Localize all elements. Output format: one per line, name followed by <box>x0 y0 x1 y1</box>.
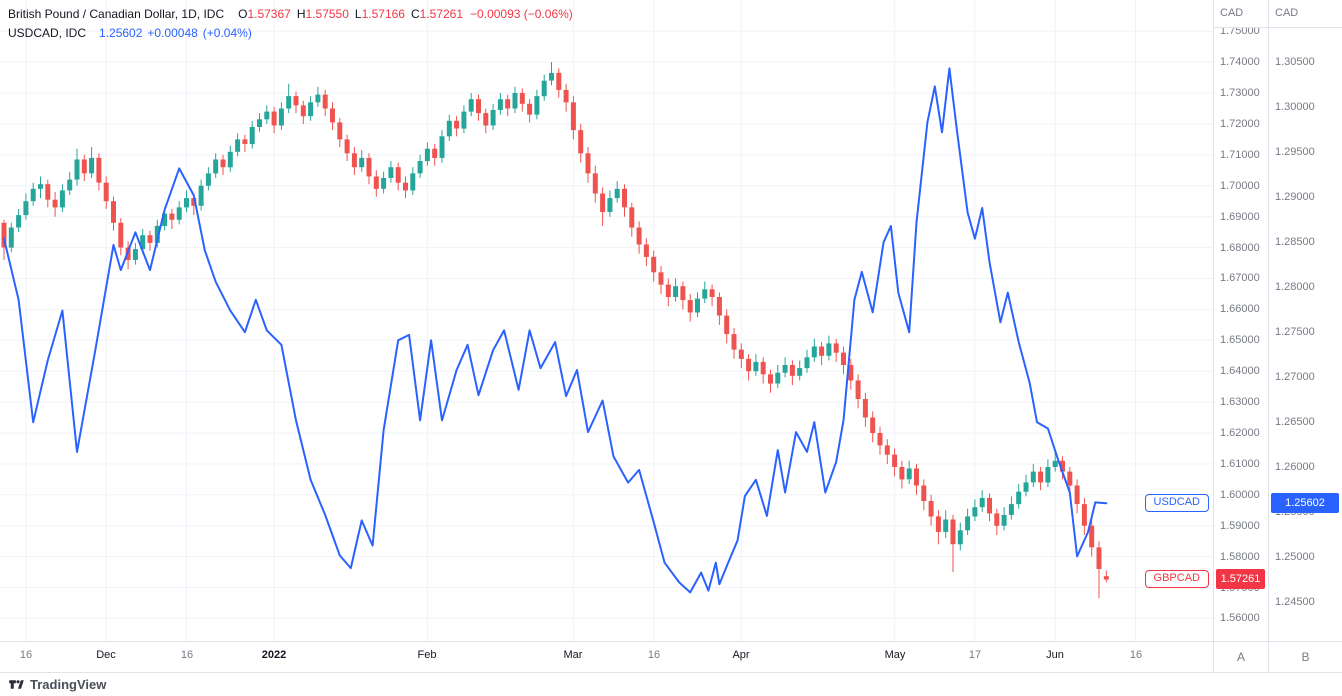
price-tick-label: 1.74000 <box>1220 56 1260 68</box>
price-tick-label: 1.30500 <box>1275 56 1315 68</box>
price-tick-label: 1.58000 <box>1220 551 1260 563</box>
time-tick-label: Feb <box>417 649 437 661</box>
close-value: 1.57261 <box>419 7 464 21</box>
price-tick-label: 1.28500 <box>1275 236 1315 248</box>
time-tick-label: Mar <box>563 649 583 661</box>
scale-divider <box>1268 0 1269 672</box>
price-tick-label: 1.25000 <box>1275 551 1315 563</box>
tradingview-logo-icon <box>9 680 24 689</box>
price-tick-label: 1.75000 <box>1220 25 1260 37</box>
low-label: L <box>354 7 362 21</box>
price-tick-label: 1.30000 <box>1275 101 1315 113</box>
price-tick-label: 1.28000 <box>1275 281 1315 293</box>
low-value: 1.57166 <box>361 7 405 21</box>
open-value: 1.57367 <box>247 7 291 21</box>
usdcad-series-label: USDCAD <box>1144 494 1209 512</box>
scale-mode-button-a[interactable]: A <box>1236 650 1245 664</box>
price-tick-label: 1.64000 <box>1220 365 1260 377</box>
high-label: H <box>296 7 306 21</box>
price-tick-label: 1.59000 <box>1220 520 1260 532</box>
compare-change-pct: (+0.04%) <box>202 26 252 40</box>
price-scale-gbpcad[interactable]: CAD 1.57261 1.75000 1.74000 1.73000 1.72000… <box>1214 0 1268 641</box>
price-tick-label: 1.26500 <box>1275 416 1315 428</box>
compare-series-legend-row: USDCAD, IDC 1.25602 +0.00048 (+0.04%) <box>8 24 573 43</box>
price-tick-label: 1.61000 <box>1220 458 1260 470</box>
scale-divider <box>1213 0 1214 672</box>
compare-value: 1.25602 <box>99 26 143 40</box>
price-tick-label: 1.60000 <box>1220 489 1260 501</box>
price-tick-label: 1.70000 <box>1220 180 1260 192</box>
price-tick-label: 1.65000 <box>1220 334 1260 346</box>
time-tick-label: Dec <box>96 649 116 661</box>
price-tick-label: 1.62000 <box>1220 427 1260 439</box>
tradingview-logo[interactable]: TradingView <box>8 676 106 693</box>
price-chart[interactable] <box>0 0 1213 641</box>
price-tick-label: 1.66000 <box>1220 303 1260 315</box>
time-tick-label: 16 <box>19 649 33 661</box>
tradingview-logo-text: TradingView <box>30 677 107 692</box>
usdcad-last-price-badge: 1.25602 <box>1271 493 1339 513</box>
scale-mode-button-b[interactable]: B <box>1301 650 1310 664</box>
close-label: C <box>410 7 420 21</box>
time-axis-divider <box>0 641 1342 642</box>
price-scale-currency-label: CAD <box>1269 0 1342 28</box>
footer-bar: TradingView <box>0 673 1342 696</box>
price-tick-label: 1.56000 <box>1220 612 1260 624</box>
time-tick-label: 16 <box>647 649 661 661</box>
gbpcad-last-price-badge: 1.57261 <box>1216 569 1265 589</box>
price-tick-label: 1.27000 <box>1275 371 1315 383</box>
time-tick-label: Jun <box>1046 649 1064 661</box>
change-value: −0.00093 (−0.06%) <box>470 7 573 21</box>
main-series-legend-row: British Pound / Canadian Dollar, 1D, IDC… <box>8 5 573 24</box>
price-tick-label: 1.24500 <box>1275 596 1315 608</box>
time-tick-label: 16 <box>1129 649 1143 661</box>
compare-change: +0.00048 <box>147 26 198 40</box>
time-tick-label: 17 <box>968 649 982 661</box>
price-tick-label: 1.73000 <box>1220 87 1260 99</box>
price-tick-label: 1.71000 <box>1220 149 1260 161</box>
time-tick-label: May <box>884 649 906 661</box>
time-tick-label: 2022 <box>261 649 287 661</box>
chart-canvas[interactable]: British Pound / Canadian Dollar, 1D, IDC… <box>0 0 1213 641</box>
footer-divider <box>0 672 1342 673</box>
price-tick-label: 1.72000 <box>1220 118 1260 130</box>
price-tick-label: 1.29000 <box>1275 191 1315 203</box>
high-value: 1.57550 <box>305 7 349 21</box>
price-scale-usdcad[interactable]: CAD 1.25602 1.30500 1.30000 1.29500 1.29000… <box>1269 0 1342 641</box>
price-tick-label: 1.63000 <box>1220 396 1260 408</box>
time-axis[interactable]: 16 Dec 16 2022 Feb Mar 16 Apr May 17 Jun 16 A B <box>0 642 1342 672</box>
gbpcad-series-label: GBPCAD <box>1144 570 1209 588</box>
price-tick-label: 1.67000 <box>1220 272 1260 284</box>
price-tick-label: 1.27500 <box>1275 326 1315 338</box>
open-label: O <box>238 7 248 21</box>
time-tick-label: 16 <box>180 649 194 661</box>
symbol-title[interactable]: British Pound / Canadian Dollar, 1D, IDC <box>8 7 225 21</box>
compare-symbol-title[interactable]: USDCAD, IDC <box>8 26 87 40</box>
price-tick-label: 1.29500 <box>1275 146 1315 158</box>
time-tick-label: Apr <box>732 649 750 661</box>
price-tick-label: 1.69000 <box>1220 211 1260 223</box>
price-tick-label: 1.26000 <box>1275 461 1315 473</box>
price-tick-label: 1.68000 <box>1220 242 1260 254</box>
price-scale-currency-label: CAD <box>1214 0 1268 28</box>
chart-legend: British Pound / Canadian Dollar, 1D, IDC… <box>8 5 573 43</box>
